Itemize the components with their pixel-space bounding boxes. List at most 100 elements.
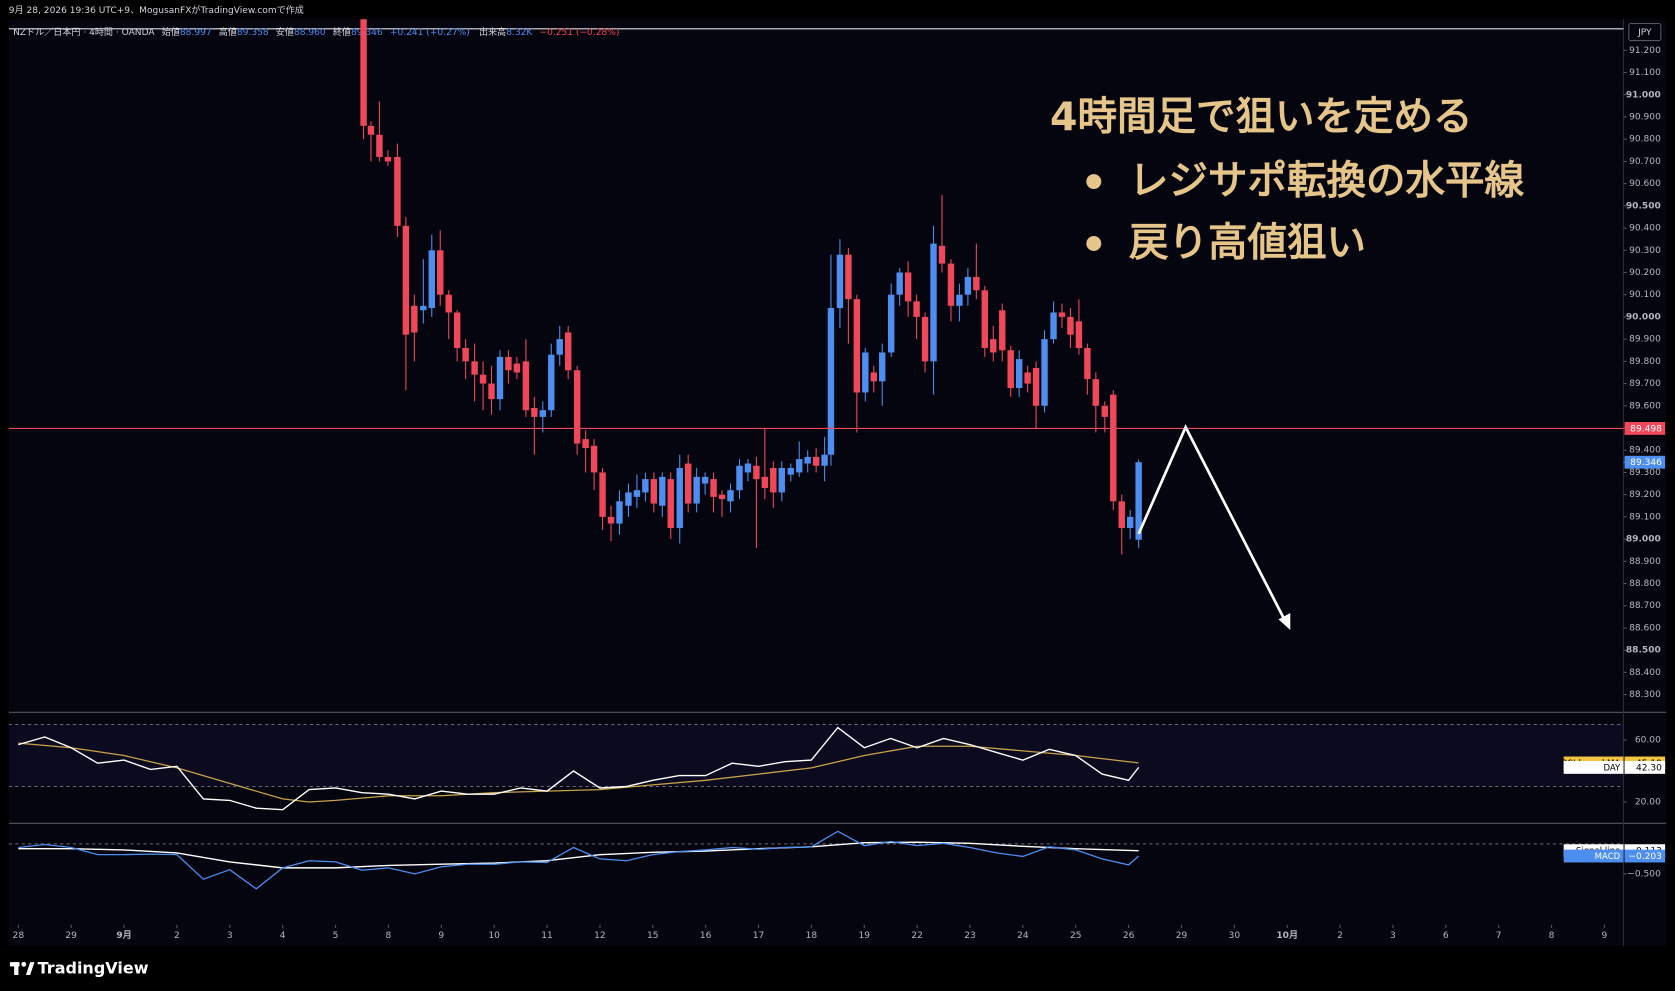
candle-body bbox=[539, 410, 547, 417]
ohlc-label: 高値 bbox=[219, 26, 237, 38]
candle-body bbox=[556, 339, 563, 355]
bullet bbox=[1086, 236, 1102, 251]
annotation-bullet: レジサポ転換の水平線 bbox=[1129, 158, 1525, 204]
candle-body bbox=[1126, 516, 1134, 528]
candle-body bbox=[1041, 339, 1048, 406]
ohlc-value: 89.346 bbox=[351, 28, 383, 38]
candle-body bbox=[744, 463, 752, 473]
legend-entry: DAY bbox=[1603, 763, 1621, 773]
y-tick-label: 90.200 bbox=[1629, 268, 1661, 278]
level-band bbox=[8, 724, 1624, 787]
indicator-line bbox=[18, 726, 1140, 811]
candle-body bbox=[827, 308, 835, 455]
x-tick-label: 6 bbox=[1443, 931, 1449, 941]
brand: TradingView bbox=[38, 959, 149, 978]
candle-body bbox=[913, 301, 920, 317]
candle-body bbox=[804, 456, 811, 464]
x-tick-label: 8 bbox=[1549, 931, 1555, 941]
volume: 8.32K bbox=[506, 28, 533, 38]
candle-body bbox=[522, 361, 530, 411]
x-tick-label: 29 bbox=[65, 931, 77, 941]
x-tick-label: 9月 bbox=[116, 930, 131, 941]
change: +0.241 (+0.27%) bbox=[390, 28, 470, 38]
y-tick-label: −0.500 bbox=[1627, 869, 1661, 879]
y-tick-label: 60.00 bbox=[1635, 735, 1661, 745]
candle-body bbox=[659, 476, 666, 506]
candle-body bbox=[376, 134, 383, 157]
x-tick-label: 2 bbox=[1337, 931, 1343, 941]
marks: 88.300 88.400 88.500 88.600 88.700 88.800 88.9… bbox=[8, 19, 1666, 941]
volume-label: 出来高 bbox=[479, 26, 506, 38]
candle-body bbox=[1024, 372, 1031, 384]
candle-body bbox=[684, 463, 692, 504]
chart-area bbox=[8, 19, 1667, 947]
candle-body bbox=[531, 408, 538, 417]
candle-body bbox=[564, 332, 572, 371]
y-tick-label: 91.200 bbox=[1629, 46, 1661, 56]
last-price-label: 89.346 bbox=[1630, 458, 1662, 468]
candle-body bbox=[964, 276, 972, 295]
x-tick-label: 9 bbox=[1602, 931, 1608, 941]
candle-body bbox=[1015, 359, 1023, 389]
candle-body bbox=[888, 294, 895, 353]
candle-body bbox=[904, 272, 912, 302]
arrow-head bbox=[1278, 612, 1291, 631]
ohlc-label: 終値 bbox=[333, 26, 351, 38]
y-tick-label: 90.500 bbox=[1626, 201, 1661, 211]
caption: 9月 28, 2026 19:36 UTC+9、MogusanFXがTradin… bbox=[9, 4, 304, 16]
y-tick-label: 88.500 bbox=[1626, 646, 1661, 656]
candle-body bbox=[667, 479, 674, 528]
y-tick-label: 88.300 bbox=[1629, 690, 1661, 700]
candle-body bbox=[402, 225, 410, 335]
x-tick-label: 9 bbox=[438, 931, 444, 941]
y-tick-label: 90.000 bbox=[1626, 312, 1661, 322]
candle-body bbox=[496, 356, 504, 400]
y-tick-label: 90.300 bbox=[1629, 246, 1661, 256]
candle-body bbox=[445, 294, 452, 313]
y-tick-label: 90.100 bbox=[1629, 290, 1661, 300]
candle-body bbox=[812, 456, 820, 466]
ohlc-value: 89.358 bbox=[237, 28, 269, 38]
scenario-arrow bbox=[1137, 424, 1289, 626]
annotation-bullet: 戻り高値狙い bbox=[1129, 220, 1366, 266]
candle-body bbox=[1110, 394, 1117, 502]
x-tick-label: 19 bbox=[858, 931, 870, 941]
ohlc-label: 始値 bbox=[162, 26, 180, 38]
candle-body bbox=[1092, 379, 1100, 406]
candle-body bbox=[736, 465, 743, 491]
candle-body bbox=[701, 476, 709, 484]
volume-change: −0.251 (−0.28%) bbox=[540, 28, 620, 38]
x-tick-label: 24 bbox=[1017, 931, 1029, 941]
last-price-label-bg bbox=[1624, 455, 1666, 469]
candle-body bbox=[548, 354, 555, 411]
candle-body bbox=[796, 459, 803, 473]
level-label: 89.498 bbox=[1630, 424, 1662, 434]
x-tick-label: 8 bbox=[386, 931, 392, 941]
x-tick-label: 7 bbox=[1496, 931, 1502, 941]
candle-body bbox=[453, 312, 461, 349]
candle-body bbox=[1101, 405, 1109, 417]
legend-line: NZドル／日本円 · 4時間 · OANDA 始値88.997 高値89.358… bbox=[13, 26, 619, 38]
candle-body bbox=[428, 250, 435, 309]
x-tick-label: 17 bbox=[753, 931, 765, 941]
legend-entry: MACD bbox=[1595, 852, 1621, 862]
y-tick-label: 88.700 bbox=[1629, 601, 1661, 611]
x-tick-label: 3 bbox=[1390, 931, 1396, 941]
candle-body bbox=[1118, 501, 1125, 528]
candle-body bbox=[862, 352, 869, 393]
candle-body bbox=[990, 339, 997, 353]
candle-body bbox=[753, 465, 760, 480]
currency-box[interactable] bbox=[1628, 22, 1662, 42]
candle-body bbox=[505, 356, 512, 371]
x-tick-label: 11 bbox=[541, 931, 553, 941]
y-tick-label: 89.300 bbox=[1629, 468, 1661, 478]
currency: JPY bbox=[1637, 28, 1652, 38]
candles bbox=[360, 19, 1142, 555]
candle-body bbox=[411, 305, 418, 333]
y-tick-label: 20.00 bbox=[1635, 797, 1661, 807]
annotation-title: 4時間足で狙いを定める bbox=[1050, 94, 1472, 140]
candle-body bbox=[367, 125, 375, 135]
candle-body bbox=[642, 479, 649, 493]
x-tick-label: 15 bbox=[647, 931, 659, 941]
